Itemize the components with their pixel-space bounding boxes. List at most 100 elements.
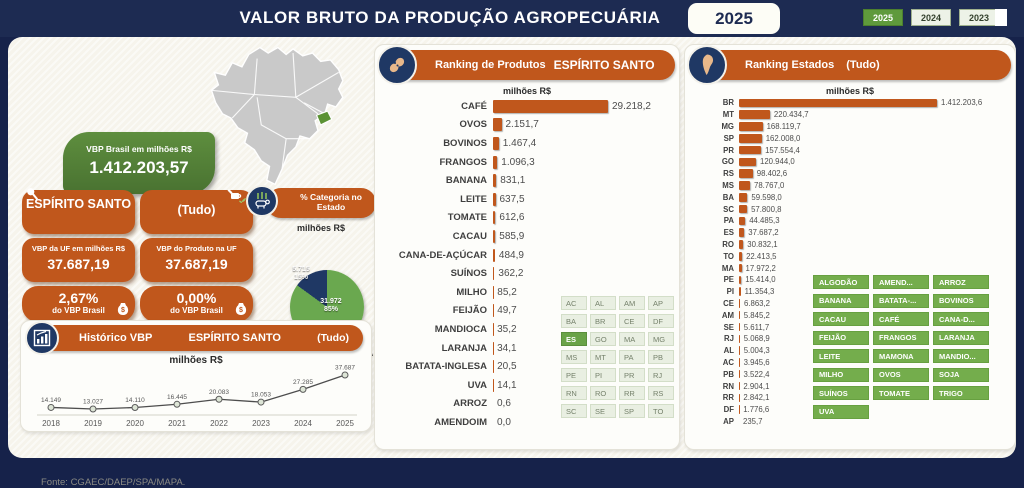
state-label: MG <box>691 122 739 131</box>
year-slicer-scrollbar[interactable] <box>995 9 1007 26</box>
state-option-rn[interactable]: RN <box>561 386 587 400</box>
state-option-pi[interactable]: PI <box>590 368 616 382</box>
state-bar[interactable] <box>739 346 740 355</box>
state-option-rs[interactable]: RS <box>648 386 674 400</box>
state-option-rr[interactable]: RR <box>619 386 645 400</box>
state-bar[interactable] <box>739 134 762 143</box>
state-bar[interactable] <box>739 358 740 367</box>
product-option-laranja[interactable]: LARANJA <box>933 331 989 345</box>
categoria-unit: milhões R$ <box>266 223 376 233</box>
state-option-ce[interactable]: CE <box>619 314 645 328</box>
state-option-pb[interactable]: PB <box>648 350 674 364</box>
state-bar[interactable] <box>739 299 740 308</box>
product-label: OVOS <box>381 119 493 130</box>
state-label: PB <box>691 370 739 379</box>
state-bar[interactable] <box>739 146 761 155</box>
produto-value-label: VBP do Produto na UF <box>140 244 253 253</box>
state-label: SP <box>691 134 739 143</box>
product-bar[interactable] <box>493 249 495 262</box>
state-bar[interactable] <box>739 205 747 214</box>
product-bar[interactable] <box>493 174 496 187</box>
state-bar[interactable] <box>739 287 741 296</box>
state-option-sp[interactable]: SP <box>619 404 645 418</box>
product-option-leite[interactable]: LEITE <box>813 349 869 363</box>
state-option-sc[interactable]: SC <box>561 404 587 418</box>
state-option-rj[interactable]: RJ <box>648 368 674 382</box>
state-option-al[interactable]: AL <box>590 296 616 310</box>
state-bar[interactable] <box>739 158 756 167</box>
state-option-ma[interactable]: MA <box>619 332 645 346</box>
state-bar[interactable] <box>739 370 740 379</box>
state-bar[interactable] <box>739 181 750 190</box>
state-option-to[interactable]: TO <box>648 404 674 418</box>
product-bar[interactable] <box>493 267 494 280</box>
product-bar[interactable] <box>493 211 495 224</box>
product-option-feijo[interactable]: FEIJÃO <box>813 331 869 345</box>
state-option-pa[interactable]: PA <box>619 350 645 364</box>
product-option-soja[interactable]: SOJA <box>933 368 989 382</box>
product-bar[interactable] <box>493 137 499 150</box>
product-option-algodo[interactable]: ALGODÃO <box>813 275 869 289</box>
state-value: 59.598,0 <box>751 193 781 202</box>
state-option-df[interactable]: DF <box>648 314 674 328</box>
product-option-bovinos[interactable]: BOVINOS <box>933 294 989 308</box>
state-bar[interactable] <box>739 311 740 320</box>
state-option-ba[interactable]: BA <box>561 314 587 328</box>
product-option-amend[interactable]: AMEND... <box>873 275 929 289</box>
state-option-pe[interactable]: PE <box>561 368 587 382</box>
state-bar[interactable] <box>739 193 747 202</box>
product-option-mandio[interactable]: MANDIO... <box>933 349 989 363</box>
product-value: 637,5 <box>500 194 525 205</box>
state-bar[interactable] <box>739 240 743 249</box>
product-bar[interactable] <box>493 193 496 206</box>
product-option-frangos[interactable]: FRANGOS <box>873 331 929 345</box>
state-option-ro[interactable]: RO <box>590 386 616 400</box>
state-option-ac[interactable]: AC <box>561 296 587 310</box>
product-option-sunos[interactable]: SUÍNOS <box>813 386 869 400</box>
year-button-2025[interactable]: 2025 <box>863 9 903 26</box>
state-bar[interactable] <box>739 169 753 178</box>
product-bar[interactable] <box>493 230 495 243</box>
product-bar[interactable] <box>493 156 497 169</box>
year-button-2023[interactable]: 2023 <box>959 9 999 26</box>
state-option-mg[interactable]: MG <box>648 332 674 346</box>
state-option-es[interactable]: ES <box>561 332 587 346</box>
state-bar[interactable] <box>739 122 763 131</box>
product-option-uva[interactable]: UVA <box>813 405 869 419</box>
state-option-mt[interactable]: MT <box>590 350 616 364</box>
state-bar[interactable] <box>739 335 740 344</box>
historico-line-chart[interactable]: 14.149201813.027201914.110202016.4452021… <box>31 365 363 431</box>
state-option-pr[interactable]: PR <box>619 368 645 382</box>
product-option-tomate[interactable]: TOMATE <box>873 386 929 400</box>
state-bar[interactable] <box>739 276 741 285</box>
state-option-ms[interactable]: MS <box>561 350 587 364</box>
year-button-2024[interactable]: 2024 <box>911 9 951 26</box>
product-option-arroz[interactable]: ARROZ <box>933 275 989 289</box>
state-bar[interactable] <box>739 110 770 119</box>
product-option-trigo[interactable]: TRIGO <box>933 386 989 400</box>
product-option-milho[interactable]: MILHO <box>813 368 869 382</box>
product-option-mamona[interactable]: MAMONA <box>873 349 929 363</box>
product-option-caf[interactable]: CAFÉ <box>873 312 929 326</box>
state-option-se[interactable]: SE <box>590 404 616 418</box>
product-bar[interactable] <box>493 118 502 131</box>
state-bar[interactable] <box>739 323 740 332</box>
state-option-br[interactable]: BR <box>590 314 616 328</box>
state-bar[interactable] <box>739 252 742 261</box>
state-option-ap[interactable]: AP <box>648 296 674 310</box>
product-option-canad[interactable]: CANA-D... <box>933 312 989 326</box>
product-option-ovos[interactable]: OVOS <box>873 368 929 382</box>
product-option-banana[interactable]: BANANA <box>813 294 869 308</box>
state-bar[interactable] <box>739 228 744 237</box>
product-bar[interactable] <box>493 100 608 113</box>
product-option-cacau[interactable]: CACAU <box>813 312 869 326</box>
state-value: 5.068,9 <box>744 334 770 343</box>
state-bar[interactable] <box>739 217 745 226</box>
state-option-go[interactable]: GO <box>590 332 616 346</box>
historico-title: Histórico VBP <box>79 332 152 344</box>
state-bar[interactable] <box>739 264 742 273</box>
state-option-am[interactable]: AM <box>619 296 645 310</box>
state-label: AP <box>691 417 739 426</box>
product-option-batata[interactable]: BATATA-... <box>873 294 929 308</box>
state-bar[interactable] <box>739 99 937 108</box>
